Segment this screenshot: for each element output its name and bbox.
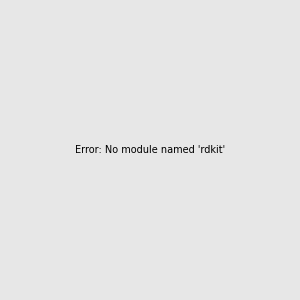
Text: Error: No module named 'rdkit': Error: No module named 'rdkit' xyxy=(75,145,225,155)
